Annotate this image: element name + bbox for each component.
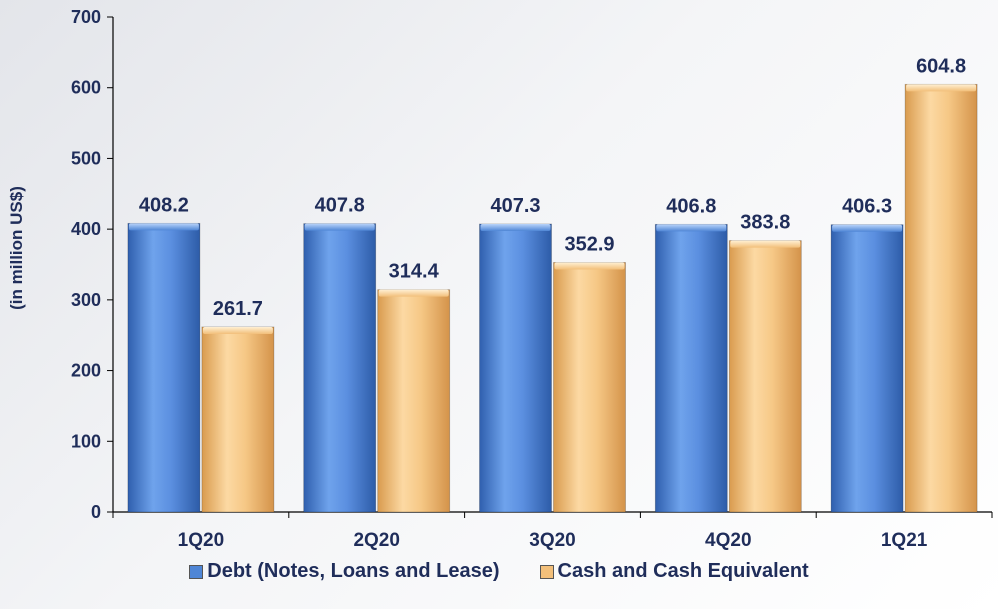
bar-debt (479, 223, 552, 513)
legend: Debt (Notes, Loans and Lease) Cash and C… (0, 560, 998, 583)
axes: 0 100 200 300 400 500 600 700 1Q20 2Q20 3Q20 4Q20 1Q… (71, 7, 993, 551)
legend-swatch-cash (539, 564, 554, 579)
bar-cash (201, 326, 275, 513)
bars (127, 83, 978, 513)
bar-cash (904, 83, 978, 513)
y-axis-label: (in million US$) (7, 186, 26, 310)
data-label: 261.7 (213, 298, 263, 320)
data-label: 352.9 (564, 233, 614, 255)
data-label: 408.2 (139, 194, 189, 216)
y-tick-label: 700 (71, 7, 101, 27)
y-tick-label: 100 (71, 431, 101, 451)
y-tick-label: 0 (91, 502, 101, 522)
y-tick-label: 200 (71, 361, 101, 381)
x-tick-label: 3Q20 (529, 530, 575, 551)
legend-item-debt: Debt (Notes, Loans and Lease) (189, 560, 500, 583)
bar-cash (728, 240, 802, 513)
data-label: 383.8 (740, 212, 790, 234)
legend-item-cash: Cash and Cash Equivalent (539, 560, 809, 583)
data-label: 314.4 (389, 261, 440, 283)
bar-debt (830, 224, 904, 513)
data-label: 406.3 (842, 196, 892, 218)
data-label: 406.8 (666, 195, 716, 217)
data-label: 407.3 (490, 195, 540, 217)
bar-chart: 0 100 200 300 400 500 600 700 1Q20 2Q20 3Q20 4Q20 1Q… (7, 7, 993, 551)
y-tick-label: 400 (71, 219, 101, 239)
bar-debt (654, 223, 728, 513)
y-tick-label: 500 (71, 148, 101, 168)
data-label: 604.8 (916, 55, 966, 77)
bar-cash (377, 289, 451, 513)
data-label: 407.8 (315, 195, 365, 217)
x-tick-label: 2Q20 (353, 530, 399, 551)
x-tick-label: 4Q20 (705, 530, 751, 551)
y-tick-label: 300 (71, 290, 101, 310)
bar-debt (127, 222, 201, 513)
x-tick-label: 1Q21 (881, 530, 928, 551)
legend-swatch-debt (189, 564, 204, 579)
bar-debt (303, 223, 377, 513)
x-tick-label: 1Q20 (178, 530, 224, 551)
bar-cash (553, 262, 626, 513)
legend-label-cash: Cash and Cash Equivalent (557, 560, 809, 582)
data-labels: 408.2 407.8 407.3 406.8 406.3 261.7 314.4 352.9… (139, 55, 966, 320)
legend-label-debt: Debt (Notes, Loans and Lease) (207, 560, 500, 582)
y-tick-label: 600 (71, 78, 101, 98)
